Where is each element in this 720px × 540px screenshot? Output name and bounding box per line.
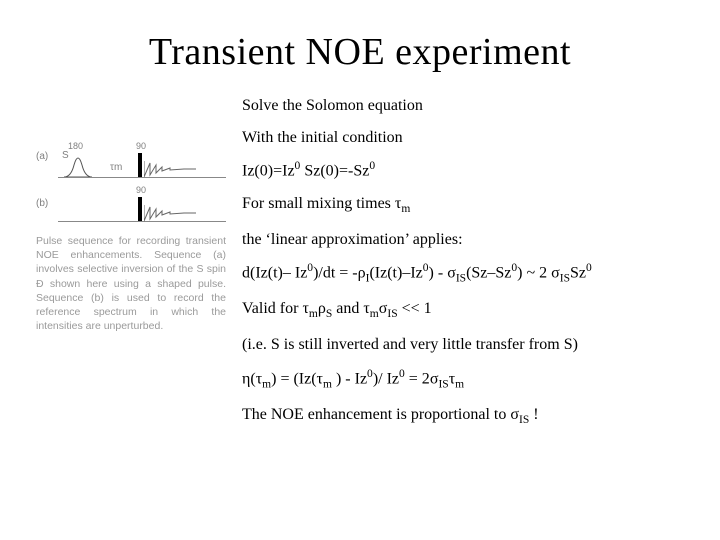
line-3: Iz(0)=Iz0 Sz(0)=-Sz0 <box>242 160 684 181</box>
fid-icon-b <box>144 203 196 223</box>
l6g: Sz <box>570 264 586 281</box>
eta1: η <box>242 370 250 387</box>
diagram-caption: Pulse sequence for recording transient N… <box>36 234 226 333</box>
l3-part2: Sz(0)=-Sz <box>300 163 369 180</box>
line-2: With the initial condition <box>242 128 684 147</box>
line-6: d(Iz(t)– Iz0)/dt = -ρI(Iz(t)–Iz0) - σIS(… <box>242 262 684 286</box>
sub-IS1: IS <box>456 273 466 285</box>
angle-90-label-b: 90 <box>136 185 146 195</box>
hard-pulse-a <box>138 153 142 177</box>
slide: Transient NOE experiment (a) S 180 τm 90 <box>0 0 720 540</box>
rho2: ρ <box>318 300 326 317</box>
l9a: ) = (Iz( <box>271 370 316 387</box>
sub-IS2: IS <box>560 273 570 285</box>
page-title: Transient NOE experiment <box>36 30 684 74</box>
baseline-a: 180 τm 90 <box>58 177 226 178</box>
l7b: and <box>332 300 363 317</box>
sub-m6: m <box>455 378 464 390</box>
pulse-sequence-diagram: (a) S 180 τm 90 <box>36 134 226 333</box>
l7c: << 1 <box>398 300 432 317</box>
sequence-a: (a) S 180 τm 90 <box>36 134 226 178</box>
l9b: ) - Iz <box>332 370 367 387</box>
l6f: ) ~ 2 <box>517 264 551 281</box>
l6d: ) - <box>429 264 448 281</box>
sigma5: σ <box>510 406 519 423</box>
l3-part1: Iz(0)=Iz <box>242 163 295 180</box>
sub-IS4: IS <box>438 378 448 390</box>
sub-IS3: IS <box>387 309 397 321</box>
sequence-b: (b) 90 <box>36 184 226 222</box>
sub-IS5: IS <box>519 414 529 426</box>
l10a: The NOE enhancement is proportional to <box>242 406 510 423</box>
rho1: ρ <box>358 264 366 281</box>
content-row: (a) S 180 τm 90 <box>36 96 684 428</box>
label-b: (b) <box>36 198 58 209</box>
left-column: (a) S 180 τm 90 <box>36 96 226 428</box>
angle-180-label: 180 <box>68 141 83 151</box>
sub-m3: m <box>370 309 379 321</box>
sub-m2: m <box>309 309 318 321</box>
label-a: (a) <box>36 151 58 162</box>
l6-sup4: 0 <box>586 262 592 274</box>
l9d: = 2 <box>405 370 430 387</box>
angle-90-label-a: 90 <box>136 141 146 151</box>
baseline-b: 90 <box>58 221 226 222</box>
line-9: η(τm) = (Iz(τm ) - Iz0)/ Iz0 = 2σISτm <box>242 368 684 392</box>
sigma2: σ <box>551 264 560 281</box>
right-column: Solve the Solomon equation With the init… <box>242 96 684 428</box>
sub-m5: m <box>323 378 332 390</box>
sub-m1: m <box>401 203 410 215</box>
line-5: the ‘linear approximation’ applies: <box>242 230 684 249</box>
line-7: Valid for τmρS and τmσIS << 1 <box>242 299 684 322</box>
l6b: )/dt = - <box>313 264 358 281</box>
fid-icon-a <box>144 159 196 179</box>
l6a: d(Iz(t)– Iz <box>242 264 307 281</box>
l9c: )/ Iz <box>373 370 399 387</box>
line-10: The NOE enhancement is proportional to σ… <box>242 405 684 428</box>
line-8: (i.e. S is still inverted and very littl… <box>242 335 684 354</box>
l6c: (Iz(t)–Iz <box>369 264 422 281</box>
shaped-pulse-icon <box>64 155 92 177</box>
tau-m-label: τm <box>110 162 122 173</box>
line-1: Solve the Solomon equation <box>242 96 684 115</box>
l4-part1: For small mixing times <box>242 195 395 212</box>
sub-m4: m <box>262 378 271 390</box>
hard-pulse-b <box>138 197 142 221</box>
line-4: For small mixing times τm <box>242 194 684 217</box>
sigma1: σ <box>447 264 456 281</box>
l10b: ! <box>529 406 538 423</box>
l6e: (Sz–Sz <box>466 264 511 281</box>
l7a: Valid for <box>242 300 302 317</box>
sup-0b: 0 <box>369 160 375 172</box>
